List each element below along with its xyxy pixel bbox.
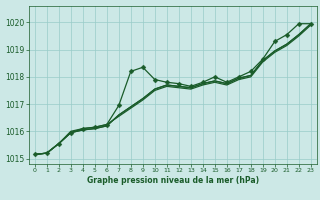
X-axis label: Graphe pression niveau de la mer (hPa): Graphe pression niveau de la mer (hPa) [87,176,259,185]
